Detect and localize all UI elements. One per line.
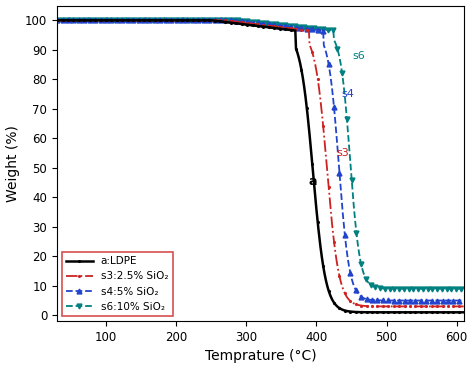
s4:5% SiO₂	[159, 18, 164, 23]
s6:10% SiO₂	[54, 18, 60, 23]
X-axis label: Temprature (°C): Temprature (°C)	[205, 349, 316, 363]
s4:5% SiO₂	[126, 18, 132, 23]
s3:2.5% SiO₂	[126, 18, 132, 23]
s6:10% SiO₂	[238, 18, 244, 23]
s4:5% SiO₂	[360, 296, 366, 300]
a:LDPE	[126, 18, 132, 23]
a:LDPE	[461, 310, 466, 314]
a:LDPE	[360, 310, 366, 314]
s6:10% SiO₂	[461, 286, 466, 291]
a:LDPE	[326, 288, 331, 293]
Legend: a:LDPE, s3:2.5% SiO₂, s4:5% SiO₂, s6:10% SiO₂: a:LDPE, s3:2.5% SiO₂, s4:5% SiO₂, s6:10%…	[62, 252, 173, 316]
s4:5% SiO₂	[461, 298, 466, 303]
Line: s6:10% SiO₂: s6:10% SiO₂	[55, 18, 466, 291]
s4:5% SiO₂	[326, 62, 331, 66]
Line: a:LDPE: a:LDPE	[55, 18, 465, 314]
s6:10% SiO₂	[326, 28, 331, 32]
s4:5% SiO₂	[238, 19, 244, 24]
Text: s3: s3	[336, 148, 349, 158]
a:LDPE	[159, 18, 164, 23]
a:LDPE	[294, 48, 300, 53]
a:LDPE	[54, 18, 60, 23]
Text: a: a	[308, 176, 317, 189]
Y-axis label: Weight (%): Weight (%)	[6, 125, 19, 202]
s6:10% SiO₂	[159, 18, 164, 23]
s4:5% SiO₂	[294, 25, 300, 30]
s6:10% SiO₂	[126, 18, 132, 23]
s3:2.5% SiO₂	[326, 185, 331, 189]
s6:10% SiO₂	[360, 270, 366, 274]
a:LDPE	[238, 22, 244, 26]
s3:2.5% SiO₂	[461, 304, 466, 308]
s3:2.5% SiO₂	[238, 20, 244, 24]
Line: s4:5% SiO₂: s4:5% SiO₂	[55, 18, 466, 303]
s3:2.5% SiO₂	[54, 18, 60, 23]
s6:10% SiO₂	[294, 24, 300, 29]
s4:5% SiO₂	[54, 18, 60, 23]
s3:2.5% SiO₂	[159, 18, 164, 23]
s3:2.5% SiO₂	[294, 27, 300, 31]
Text: s6: s6	[353, 51, 365, 61]
Line: s3:2.5% SiO₂: s3:2.5% SiO₂	[55, 18, 465, 308]
Text: s4: s4	[342, 89, 355, 99]
s3:2.5% SiO₂	[360, 304, 366, 308]
